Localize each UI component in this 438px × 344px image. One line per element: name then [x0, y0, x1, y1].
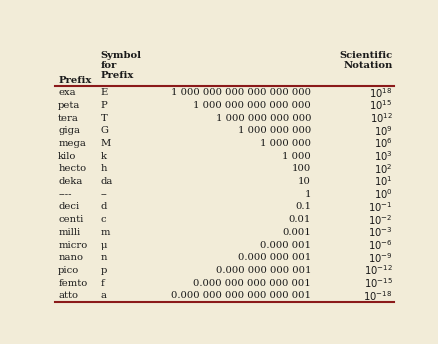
Text: P: P	[101, 101, 107, 110]
Text: nano: nano	[58, 253, 83, 262]
Text: 10: 10	[298, 177, 311, 186]
Text: ----: ----	[58, 190, 72, 199]
Text: $10^{-9}$: $10^{-9}$	[368, 251, 392, 265]
Text: $10^{-1}$: $10^{-1}$	[368, 200, 392, 214]
Text: kilo: kilo	[58, 152, 77, 161]
Text: m: m	[101, 228, 110, 237]
Text: $10^{15}$: $10^{15}$	[369, 98, 392, 112]
Text: p: p	[101, 266, 107, 275]
Text: $10^{-12}$: $10^{-12}$	[364, 264, 392, 277]
Text: 1 000 000 000 000 000: 1 000 000 000 000 000	[193, 101, 311, 110]
Text: $10^{9}$: $10^{9}$	[374, 124, 392, 138]
Text: $10^{-15}$: $10^{-15}$	[364, 276, 392, 290]
Text: micro: micro	[58, 240, 88, 249]
Text: E: E	[101, 88, 108, 97]
Text: 0.001: 0.001	[282, 228, 311, 237]
Text: deka: deka	[58, 177, 82, 186]
Text: 0.01: 0.01	[289, 215, 311, 224]
Text: 1 000 000 000 000: 1 000 000 000 000	[215, 114, 311, 122]
Text: 1 000 000 000: 1 000 000 000	[238, 126, 311, 135]
Text: 0.000 000 001: 0.000 000 001	[238, 253, 311, 262]
Text: exa: exa	[58, 88, 76, 97]
Text: pico: pico	[58, 266, 79, 275]
Text: Symbol
for
Prefix: Symbol for Prefix	[101, 51, 141, 80]
Text: 1 000 000 000 000 000 000: 1 000 000 000 000 000 000	[171, 88, 311, 97]
Text: atto: atto	[58, 291, 78, 300]
Text: milli: milli	[58, 228, 81, 237]
Text: T: T	[101, 114, 107, 122]
Text: 0.000 001: 0.000 001	[260, 240, 311, 249]
Text: $10^{3}$: $10^{3}$	[374, 149, 392, 163]
Text: $10^{0}$: $10^{0}$	[374, 187, 392, 201]
Text: --: --	[101, 190, 107, 199]
Text: a: a	[101, 291, 106, 300]
Text: M: M	[101, 139, 111, 148]
Text: deci: deci	[58, 203, 79, 212]
Text: $10^{-3}$: $10^{-3}$	[368, 225, 392, 239]
Text: n: n	[101, 253, 107, 262]
Text: Scientific
Notation: Scientific Notation	[339, 51, 392, 70]
Text: 1 000 000: 1 000 000	[260, 139, 311, 148]
Text: μ: μ	[101, 240, 107, 249]
Text: 1 000: 1 000	[282, 152, 311, 161]
Text: Prefix: Prefix	[58, 76, 92, 85]
Text: da: da	[101, 177, 113, 186]
Text: $10^{1}$: $10^{1}$	[374, 175, 392, 189]
Text: hecto: hecto	[58, 164, 86, 173]
Text: 0.000 000 000 000 000 001: 0.000 000 000 000 000 001	[171, 291, 311, 300]
Text: 0.000 000 000 000 001: 0.000 000 000 000 001	[193, 279, 311, 288]
Text: k: k	[101, 152, 106, 161]
Text: peta: peta	[58, 101, 81, 110]
Text: centi: centi	[58, 215, 84, 224]
Text: femto: femto	[58, 279, 88, 288]
Text: $10^{-6}$: $10^{-6}$	[368, 238, 392, 252]
Text: G: G	[101, 126, 109, 135]
Text: $10^{2}$: $10^{2}$	[374, 162, 392, 176]
Text: h: h	[101, 164, 107, 173]
Text: $10^{6}$: $10^{6}$	[374, 137, 392, 150]
Text: f: f	[101, 279, 104, 288]
Text: c: c	[101, 215, 106, 224]
Text: $10^{-2}$: $10^{-2}$	[368, 213, 392, 227]
Text: 0.1: 0.1	[295, 203, 311, 212]
Text: mega: mega	[58, 139, 86, 148]
Text: giga: giga	[58, 126, 80, 135]
Text: tera: tera	[58, 114, 79, 122]
Text: $10^{12}$: $10^{12}$	[370, 111, 392, 125]
Text: 0.000 000 000 001: 0.000 000 000 001	[215, 266, 311, 275]
Text: d: d	[101, 203, 107, 212]
Text: $10^{18}$: $10^{18}$	[369, 86, 392, 99]
Text: 100: 100	[292, 164, 311, 173]
Text: $10^{-18}$: $10^{-18}$	[364, 289, 392, 303]
Text: 1: 1	[304, 190, 311, 199]
